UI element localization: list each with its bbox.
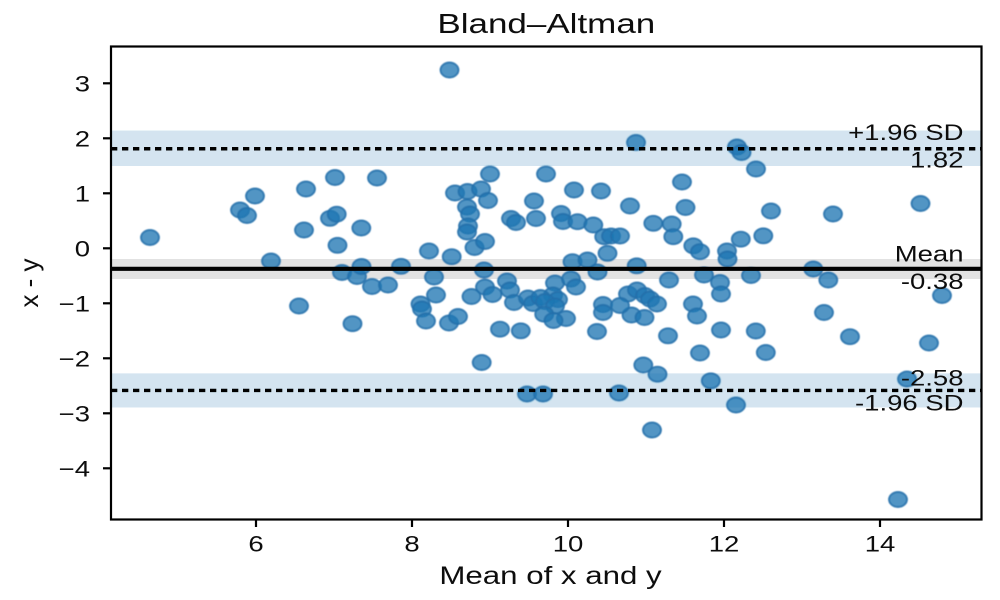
svg-text:−3: −3 [59, 402, 90, 427]
svg-text:+1.96 SD: +1.96 SD [848, 121, 963, 146]
svg-text:8: 8 [404, 532, 419, 557]
svg-text:-1.96 SD: -1.96 SD [855, 391, 963, 416]
svg-text:0: 0 [75, 237, 90, 262]
svg-text:Bland–Altman: Bland–Altman [437, 7, 655, 39]
svg-text:3: 3 [75, 72, 90, 97]
svg-text:−1: −1 [59, 292, 90, 317]
svg-text:6: 6 [248, 532, 263, 557]
svg-text:-2.58: -2.58 [901, 366, 964, 391]
svg-text:−4: −4 [59, 457, 91, 482]
svg-text:1.82: 1.82 [910, 148, 964, 173]
svg-text:Mean of x and y: Mean of x and y [439, 561, 662, 589]
svg-text:14: 14 [865, 532, 896, 557]
svg-text:−2: −2 [59, 347, 90, 372]
svg-text:x - y: x - y [14, 258, 44, 307]
svg-text:Mean: Mean [895, 242, 964, 267]
svg-text:2: 2 [75, 127, 90, 152]
svg-text:10: 10 [553, 532, 584, 557]
svg-text:12: 12 [709, 532, 740, 557]
svg-text:-0.38: -0.38 [901, 270, 964, 295]
svg-text:1: 1 [75, 182, 90, 207]
